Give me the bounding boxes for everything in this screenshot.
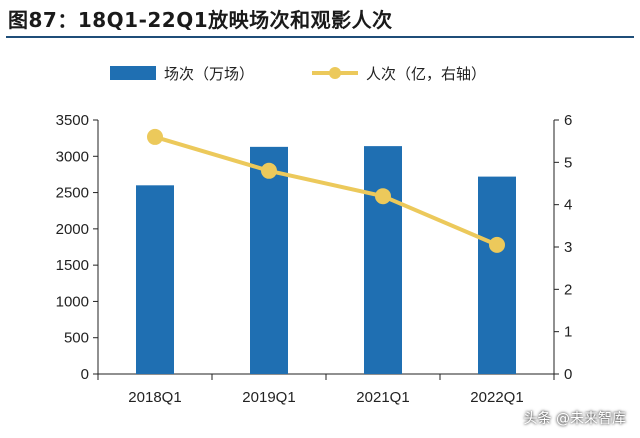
x-tick-label: 2019Q1 xyxy=(242,389,295,406)
line-series xyxy=(147,128,505,253)
left-tick-label: 3500 xyxy=(56,112,89,129)
bar-2019Q1 xyxy=(250,146,288,374)
x-tick-label: 2018Q1 xyxy=(128,389,181,406)
watermark: 头条 @未来智库 xyxy=(523,411,626,427)
legend-line-label: 人次（亿，右轴） xyxy=(366,65,486,83)
right-tick-label: 0 xyxy=(564,366,572,383)
left-tick-label: 3000 xyxy=(56,148,89,165)
bar-series xyxy=(136,146,516,374)
right-tick-label: 2 xyxy=(564,281,572,298)
left-tick-label: 2000 xyxy=(56,221,89,238)
left-tick-label: 500 xyxy=(64,330,89,347)
title-underline xyxy=(6,36,634,38)
x-axis-labels: 2018Q1 2019Q1 2021Q1 2022Q1 xyxy=(128,389,523,406)
right-tick-label: 3 xyxy=(564,239,572,256)
left-tick-label: 2500 xyxy=(56,185,89,202)
axes: 0 500 1000 1500 2000 2500 3000 3500 0 1 2 3 4 5 6 xyxy=(56,112,573,383)
title-bar: 图87：18Q1-22Q1放映场次和观影人次 xyxy=(0,0,640,36)
legend: 场次（万场） 人次（亿，右轴） xyxy=(110,65,486,83)
bar-2021Q1 xyxy=(364,146,402,374)
line-path xyxy=(154,135,498,247)
left-tick-label: 0 xyxy=(81,366,89,383)
legend-bar-label: 场次（万场） xyxy=(164,65,254,83)
right-tick-label: 5 xyxy=(564,154,572,171)
x-tick-label: 2021Q1 xyxy=(356,389,409,406)
left-tick-label: 1000 xyxy=(56,293,89,310)
right-tick-label: 1 xyxy=(564,324,572,341)
bar-2018Q1 xyxy=(136,185,174,374)
left-tick-label: 1500 xyxy=(56,257,89,274)
line-point-2021Q1 xyxy=(375,188,391,205)
chart-title: 图87：18Q1-22Q1放映场次和观影人次 xyxy=(8,7,393,32)
legend-bar-swatch xyxy=(110,66,156,80)
x-tick-label: 2022Q1 xyxy=(470,389,523,406)
line-point-2022Q1 xyxy=(489,236,505,253)
bar-2022Q1 xyxy=(478,176,516,374)
right-tick-label: 6 xyxy=(564,112,572,129)
line-point-2018Q1 xyxy=(147,128,163,145)
legend-line-marker xyxy=(329,67,341,79)
right-tick-label: 4 xyxy=(564,197,572,214)
line-point-2019Q1 xyxy=(261,162,277,179)
